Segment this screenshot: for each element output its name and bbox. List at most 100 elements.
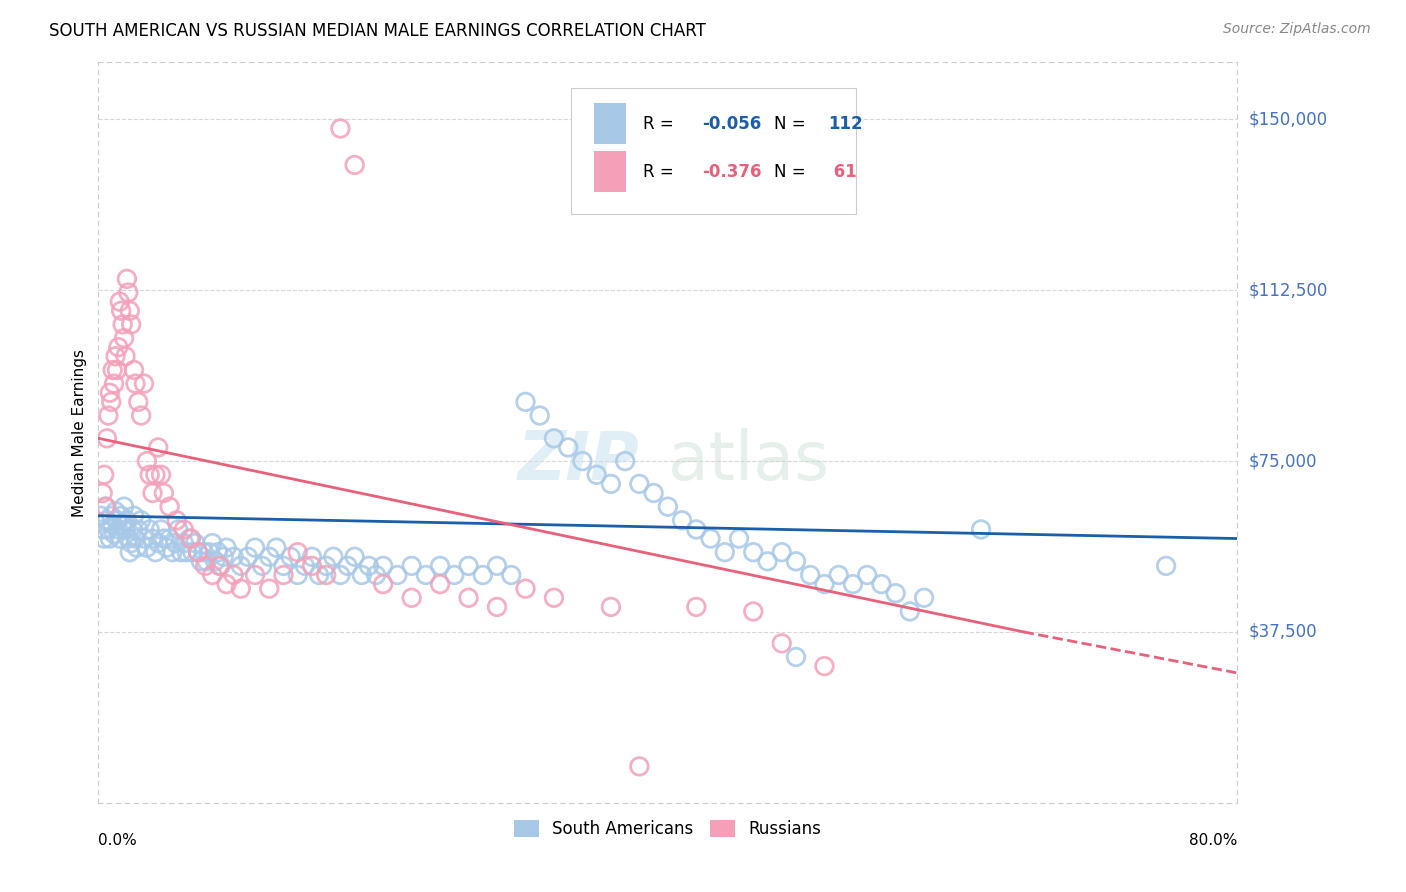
Point — [294, 558, 316, 573]
Point — [401, 558, 423, 573]
Point — [259, 582, 281, 596]
Text: R =: R = — [643, 114, 679, 133]
Point — [280, 549, 302, 564]
Point — [657, 500, 679, 514]
Point — [138, 523, 160, 537]
Point — [114, 523, 136, 537]
Point — [110, 303, 132, 318]
Point — [266, 541, 288, 555]
Point — [204, 554, 226, 568]
Point — [94, 500, 117, 514]
Point — [585, 467, 607, 482]
Point — [115, 513, 138, 527]
Text: -0.376: -0.376 — [702, 162, 762, 181]
Point — [208, 558, 231, 573]
Point — [343, 158, 366, 172]
Point — [209, 558, 232, 573]
Point — [198, 545, 221, 559]
Point — [159, 500, 181, 514]
Point — [97, 523, 120, 537]
Text: 112: 112 — [828, 114, 863, 133]
Point — [104, 349, 127, 363]
Point — [125, 541, 148, 555]
Y-axis label: Median Male Earnings: Median Male Earnings — [72, 349, 87, 516]
Text: R =: R = — [643, 162, 679, 181]
Text: N =: N = — [773, 114, 811, 133]
Point — [301, 558, 323, 573]
Point — [156, 541, 179, 555]
Point — [222, 568, 245, 582]
Point — [98, 385, 121, 400]
Point — [329, 121, 352, 136]
Point — [322, 549, 344, 564]
Point — [842, 577, 865, 591]
Point — [600, 476, 623, 491]
Point — [373, 577, 395, 591]
Point — [229, 558, 252, 573]
Text: 61: 61 — [828, 162, 858, 181]
Point — [165, 536, 187, 550]
Point — [97, 409, 120, 423]
Point — [236, 549, 259, 564]
Point — [184, 536, 207, 550]
Point — [415, 568, 437, 582]
Text: $37,500: $37,500 — [1249, 623, 1317, 641]
Point — [215, 577, 238, 591]
Point — [259, 549, 281, 564]
Point — [170, 545, 193, 559]
Point — [122, 363, 145, 377]
Point — [571, 454, 593, 468]
Point — [1154, 558, 1177, 573]
Legend: South Americans, Russians: South Americans, Russians — [506, 812, 830, 847]
Point — [912, 591, 935, 605]
Point — [150, 467, 173, 482]
Point — [273, 558, 295, 573]
Point — [315, 568, 337, 582]
Point — [543, 591, 565, 605]
Point — [148, 441, 170, 455]
Point — [813, 577, 835, 591]
Point — [112, 500, 135, 514]
Point — [127, 523, 149, 537]
Point — [273, 568, 295, 582]
Point — [336, 558, 359, 573]
Point — [243, 541, 266, 555]
Point — [135, 454, 157, 468]
Point — [105, 513, 128, 527]
Point — [103, 527, 125, 541]
Point — [685, 523, 707, 537]
Point — [699, 532, 721, 546]
Point — [614, 454, 637, 468]
Point — [201, 568, 224, 582]
Point — [813, 659, 835, 673]
Point — [162, 545, 184, 559]
Text: ZIP: ZIP — [517, 428, 640, 494]
Point — [141, 532, 163, 546]
Point — [600, 599, 623, 614]
Point — [124, 376, 146, 391]
Point — [628, 476, 651, 491]
Point — [429, 577, 451, 591]
Point — [107, 340, 129, 354]
Point — [129, 409, 152, 423]
Point — [120, 318, 142, 332]
Point — [756, 554, 779, 568]
Point — [770, 545, 793, 559]
Point — [364, 568, 387, 582]
Point — [457, 558, 479, 573]
Text: -0.056: -0.056 — [702, 114, 761, 133]
Text: SOUTH AMERICAN VS RUSSIAN MEDIAN MALE EARNINGS CORRELATION CHART: SOUTH AMERICAN VS RUSSIAN MEDIAN MALE EA… — [49, 22, 706, 40]
Point — [132, 376, 155, 391]
Point — [107, 523, 129, 537]
Point — [122, 508, 145, 523]
Point — [141, 486, 163, 500]
Point — [181, 545, 204, 559]
Point — [180, 532, 202, 546]
Point — [167, 523, 190, 537]
Point — [471, 568, 494, 582]
Point — [187, 545, 209, 559]
Point — [101, 363, 124, 377]
Point — [111, 318, 134, 332]
Point — [110, 508, 132, 523]
Point — [173, 536, 195, 550]
